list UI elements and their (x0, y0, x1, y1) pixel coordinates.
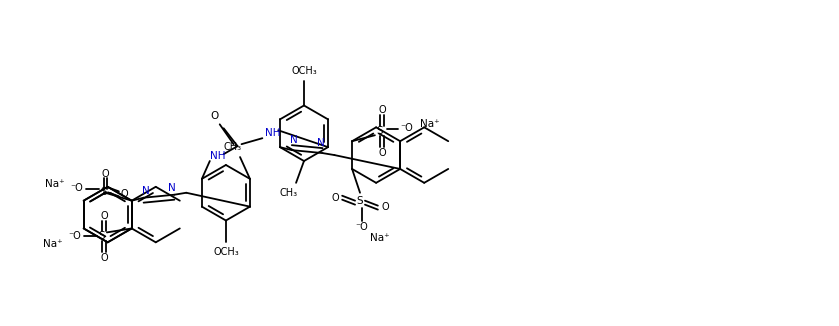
Text: Na⁺: Na⁺ (43, 239, 62, 249)
Text: N: N (169, 183, 176, 193)
Text: ⁻O: ⁻O (69, 231, 81, 241)
Text: S: S (377, 126, 383, 136)
Text: ⁻O: ⁻O (356, 222, 368, 232)
Text: O: O (378, 148, 386, 158)
Text: N: N (142, 186, 149, 196)
Text: O: O (102, 169, 109, 179)
Text: Na⁺: Na⁺ (44, 179, 65, 189)
Text: OCH₃: OCH₃ (213, 247, 239, 257)
Text: CH₃: CH₃ (223, 142, 241, 152)
Text: O: O (331, 193, 339, 203)
Text: O: O (100, 211, 107, 221)
Text: O: O (211, 111, 219, 121)
Text: S: S (357, 196, 363, 206)
Text: O: O (100, 253, 107, 263)
Text: NH: NH (264, 128, 280, 138)
Text: CH₃: CH₃ (279, 188, 297, 198)
Text: S: S (101, 187, 107, 197)
Text: OCH₃: OCH₃ (291, 66, 317, 76)
Text: ⁻O: ⁻O (70, 184, 84, 193)
Text: O: O (378, 105, 386, 115)
Text: ⁻O: ⁻O (400, 123, 413, 133)
Text: N: N (290, 135, 298, 145)
Text: Na⁺: Na⁺ (420, 119, 440, 129)
Text: N: N (317, 138, 325, 148)
Text: O: O (121, 189, 128, 199)
Text: O: O (382, 201, 389, 212)
Text: Na⁺: Na⁺ (370, 233, 389, 243)
Text: NH: NH (210, 151, 226, 161)
Text: S: S (99, 231, 105, 241)
